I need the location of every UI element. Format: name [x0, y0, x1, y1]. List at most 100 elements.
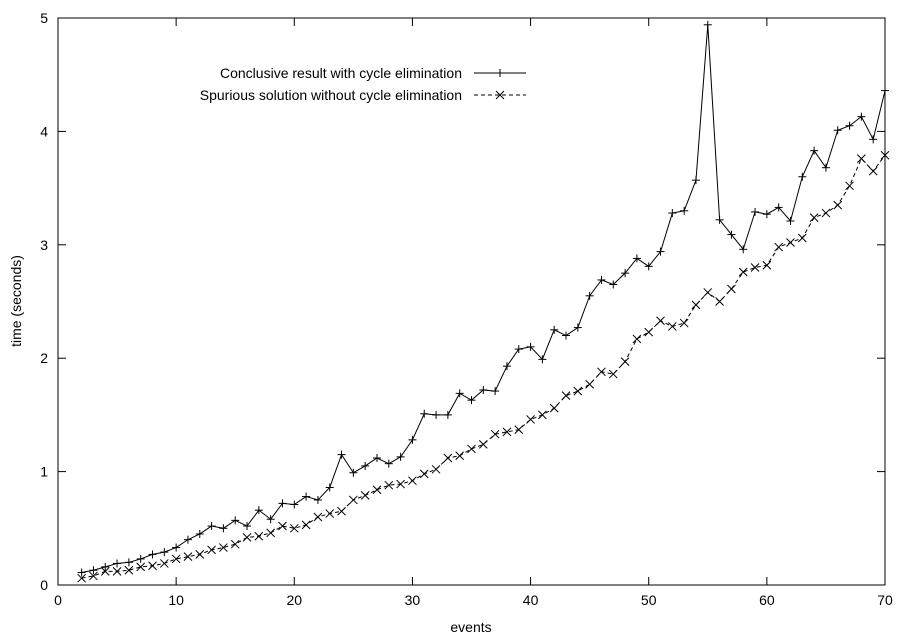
series-2-point [349, 495, 358, 505]
series-2-point [408, 476, 417, 486]
series-2-point [112, 567, 122, 576]
series-2-point [786, 238, 795, 247]
series-2-point [490, 429, 500, 439]
series-2-point [549, 403, 559, 413]
series-1-point [526, 342, 535, 351]
series-1-point [691, 176, 700, 185]
series-1-point [420, 409, 429, 418]
series-1-point [479, 385, 488, 394]
series-2-point [750, 263, 760, 272]
series-1-point [313, 495, 322, 504]
series-2-point [136, 562, 146, 572]
legend-label-series-1: Conclusive result with cycle elimination [220, 65, 462, 81]
series-2-point [774, 242, 784, 252]
y-tick-label: 5 [40, 10, 48, 26]
series-2-point [313, 512, 323, 522]
series-1-point [644, 262, 653, 271]
series-1-point [361, 461, 370, 470]
series-1-point [881, 86, 889, 95]
legend-label-series-2: Spurious solution without cycle eliminat… [200, 87, 462, 103]
series-1-point [502, 362, 511, 371]
series-1-point [550, 325, 559, 334]
y-axis-label: time (seconds) [8, 255, 24, 347]
series-1-point [774, 203, 783, 212]
series-2-point [538, 410, 547, 420]
series-markers [77, 20, 890, 583]
series-2-point [632, 334, 642, 344]
series-2-point [431, 464, 441, 474]
series-2-point [715, 297, 724, 306]
legend-marker-series-2 [495, 90, 505, 100]
series-1-point [278, 499, 287, 508]
series-1-point [160, 548, 169, 557]
series-2-point [360, 491, 370, 500]
series-2-point [656, 316, 665, 326]
series-2-point [396, 479, 405, 489]
x-tick-label: 40 [523, 592, 539, 608]
series-1-point [325, 483, 334, 492]
series-1-point [869, 135, 878, 144]
series-2-point [703, 288, 713, 297]
series-1-point [432, 410, 441, 419]
series-1-point [455, 389, 464, 398]
series-line-2 [81, 154, 886, 579]
series-2-point [171, 554, 181, 564]
series-1-point [798, 172, 807, 181]
series-2-point [514, 425, 524, 434]
series-2-point [679, 318, 689, 328]
series-2-point [845, 181, 854, 191]
x-tick-label: 70 [877, 592, 893, 608]
series-1-point [290, 500, 299, 509]
series-2-point [219, 543, 228, 552]
series-2-point [727, 284, 736, 294]
series-2-point [467, 444, 476, 454]
series-2-point [148, 561, 157, 571]
x-tick-label: 10 [168, 592, 184, 608]
series-1-point [632, 254, 641, 263]
series-2-point [738, 267, 748, 277]
series-1-point [101, 562, 110, 571]
series-2-point [372, 485, 382, 495]
series-2-point [857, 154, 866, 163]
series-2-point [443, 453, 453, 463]
series-1-point [254, 506, 263, 515]
series-2-point [337, 506, 346, 516]
series-1-point [183, 535, 192, 544]
series-2-point [585, 379, 594, 389]
series-1-point [372, 453, 381, 462]
series-1-point [703, 20, 712, 29]
series-2-point [455, 451, 465, 461]
y-tick-label: 4 [40, 123, 48, 139]
series-1-point [89, 566, 98, 575]
x-tick-label: 30 [405, 592, 421, 608]
series-2-point [809, 213, 819, 222]
series-1-point [467, 396, 476, 405]
series-1-point [396, 452, 405, 461]
series-2-point [242, 533, 252, 542]
series-2-point [207, 545, 216, 555]
series-2-point [384, 480, 394, 490]
series-2-point [762, 260, 772, 270]
series-1-point [680, 206, 689, 215]
series-2-point [597, 367, 606, 377]
series-1-point [762, 210, 771, 219]
series-1-point [597, 275, 606, 284]
series-2-point [821, 208, 831, 218]
series-2-point [667, 322, 677, 331]
series-2-point [254, 531, 264, 541]
series-1-point [195, 529, 204, 538]
legend-point [495, 90, 505, 100]
x-axis-label: events [450, 619, 491, 635]
series-2-point [502, 427, 512, 437]
series-lines [81, 24, 886, 579]
series-2-point [880, 150, 890, 160]
series-1-point [443, 410, 452, 419]
series-2-point [526, 415, 535, 424]
series-2-point [289, 523, 299, 533]
series-1-point [136, 554, 145, 563]
series-1-point [656, 247, 665, 256]
series-2-point [868, 166, 878, 176]
series-1-point [821, 163, 830, 172]
series-2-point [77, 573, 86, 583]
series-1-point [172, 543, 181, 552]
